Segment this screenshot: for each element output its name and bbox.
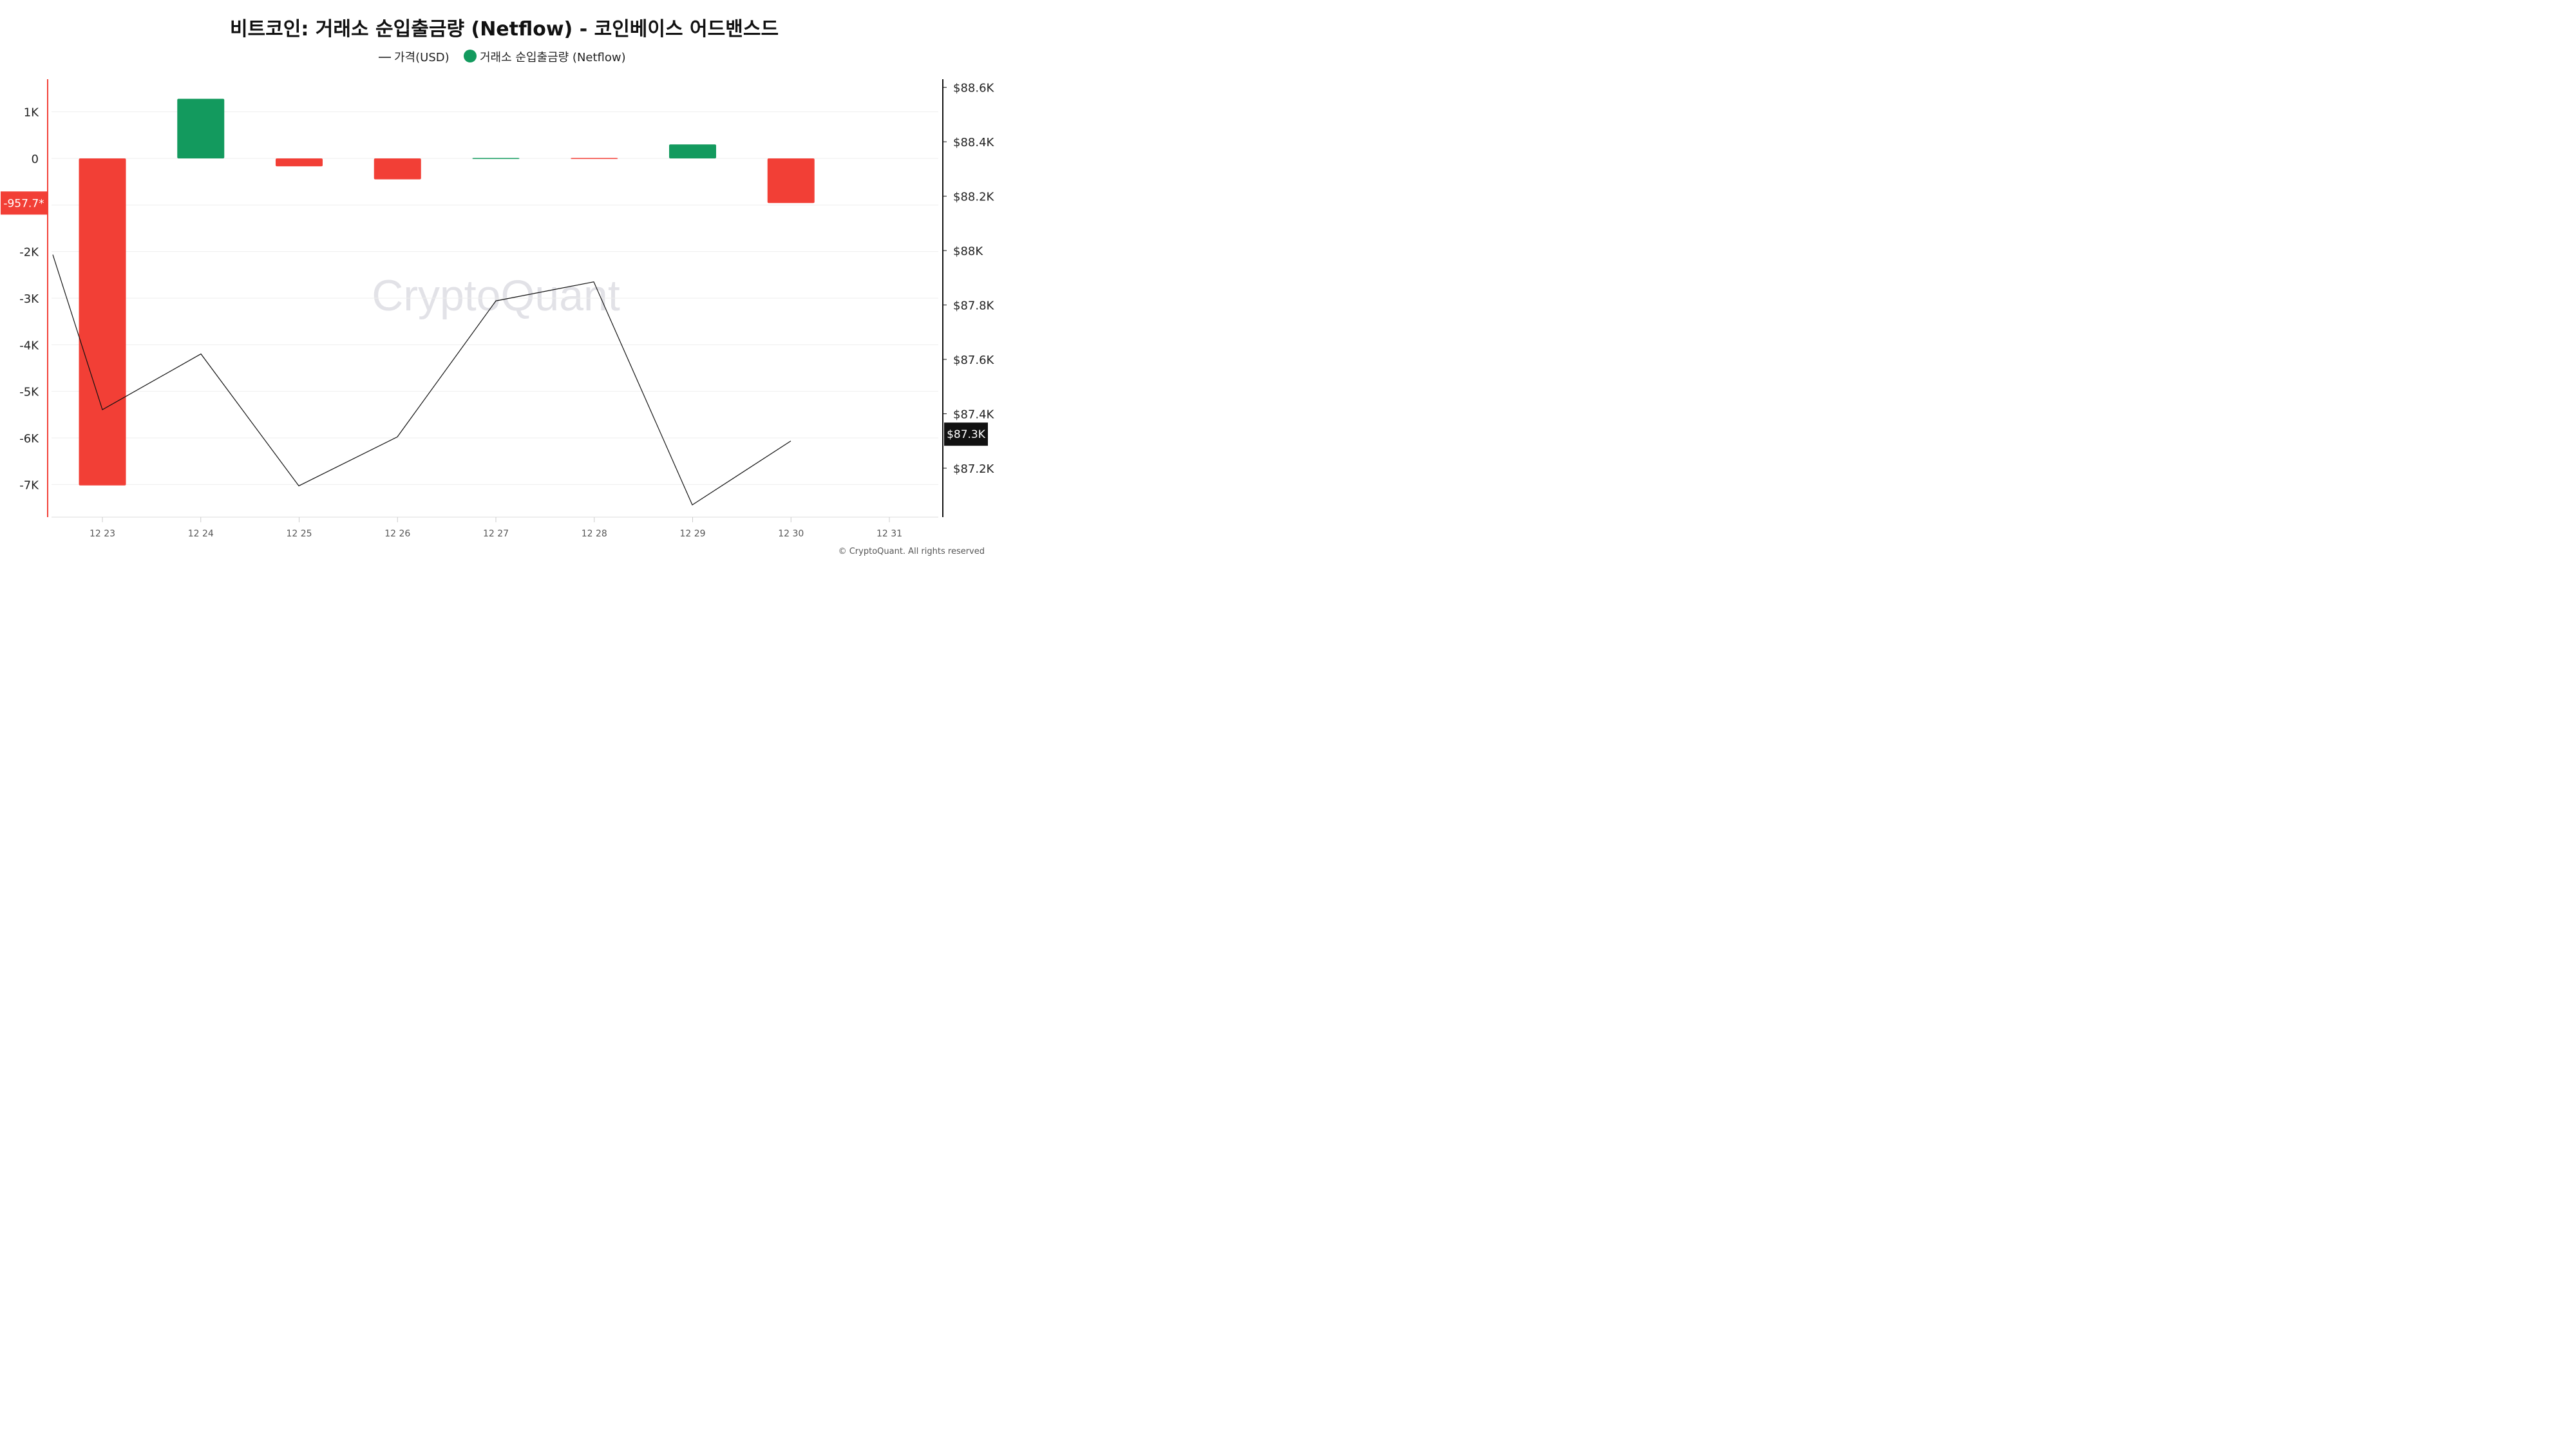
right-axis-ticks: $88.6K $88.4K $88.2K $88K $87.8K $87.6K $87.4K… <box>943 82 995 476</box>
netflow-bar <box>374 158 421 180</box>
right-tick-label: $88.4K <box>953 136 995 149</box>
x-tick-label: 12 30 <box>778 529 804 539</box>
left-badge-label: -957.7* <box>3 197 44 210</box>
netflow-bar <box>669 144 716 158</box>
legend: 가격(USD) 거래소 순입출금량 (Netflow) <box>379 50 626 64</box>
x-tick-label: 12 28 <box>582 529 607 539</box>
x-tick-label: 12 27 <box>483 529 509 539</box>
right-axis-value-badge: $87.3K <box>944 422 988 446</box>
left-tick-label: -4K <box>19 339 39 352</box>
left-tick-label: -2K <box>19 246 39 260</box>
right-tick-label: $88.2K <box>953 191 995 204</box>
left-tick-label: -5K <box>19 386 39 399</box>
netflow-bar <box>472 158 520 159</box>
x-tick-label: 12 25 <box>286 529 312 539</box>
watermark: CryptoQuant <box>372 271 620 320</box>
left-tick-label: -6K <box>19 432 39 446</box>
right-badge-background <box>944 422 988 446</box>
left-tick-label: 0 <box>32 153 39 166</box>
legend-price-label[interactable]: 가격(USD) <box>394 51 450 64</box>
left-axis-ticks: 1K 0 -2K -3K -4K -5K -6K -7K <box>19 106 39 493</box>
netflow-bars <box>79 99 815 486</box>
left-tick-label: -3K <box>19 292 39 306</box>
right-tick-label: $88K <box>953 245 983 258</box>
x-tick-label: 12 31 <box>876 529 902 539</box>
left-tick-label: 1K <box>24 106 39 120</box>
left-badge-background <box>1 191 48 215</box>
left-axis-value-badge: -957.7* <box>1 191 48 215</box>
x-axis-ticks: 12 23 12 24 12 25 12 26 12 27 12 28 12 29 12 30… <box>90 517 902 539</box>
netflow-chart: 비트코인: 거래소 순입출금량 (Netflow) - 코인베이스 어드밴스드 … <box>1 18 995 556</box>
netflow-bar <box>571 158 618 159</box>
right-badge-label: $87.3K <box>947 428 986 441</box>
x-tick-label: 12 23 <box>90 529 115 539</box>
chart-title: 비트코인: 거래소 순입출금량 (Netflow) - 코인베이스 어드밴스드 <box>230 18 779 41</box>
x-tick-label: 12 29 <box>679 529 705 539</box>
copyright-notice: © CryptoQuant. All rights reserved <box>838 547 985 556</box>
left-tick-label: -7K <box>19 478 39 492</box>
netflow-legend-dot-icon <box>464 50 477 62</box>
right-tick-label: $87.8K <box>953 299 995 313</box>
right-tick-label: $88.6K <box>953 82 995 95</box>
netflow-bar <box>79 158 126 486</box>
netflow-bar <box>276 158 323 167</box>
right-tick-label: $87.2K <box>953 462 995 476</box>
right-tick-label: $87.6K <box>953 354 995 367</box>
legend-netflow-label[interactable]: 거래소 순입출금량 (Netflow) <box>480 51 626 64</box>
netflow-bar <box>767 158 815 204</box>
price-line-group <box>52 254 791 506</box>
right-tick-label: $87.4K <box>953 408 995 422</box>
x-tick-label: 12 24 <box>188 529 214 539</box>
price-line <box>52 254 791 506</box>
netflow-bar <box>177 99 225 158</box>
x-tick-label: 12 26 <box>384 529 410 539</box>
